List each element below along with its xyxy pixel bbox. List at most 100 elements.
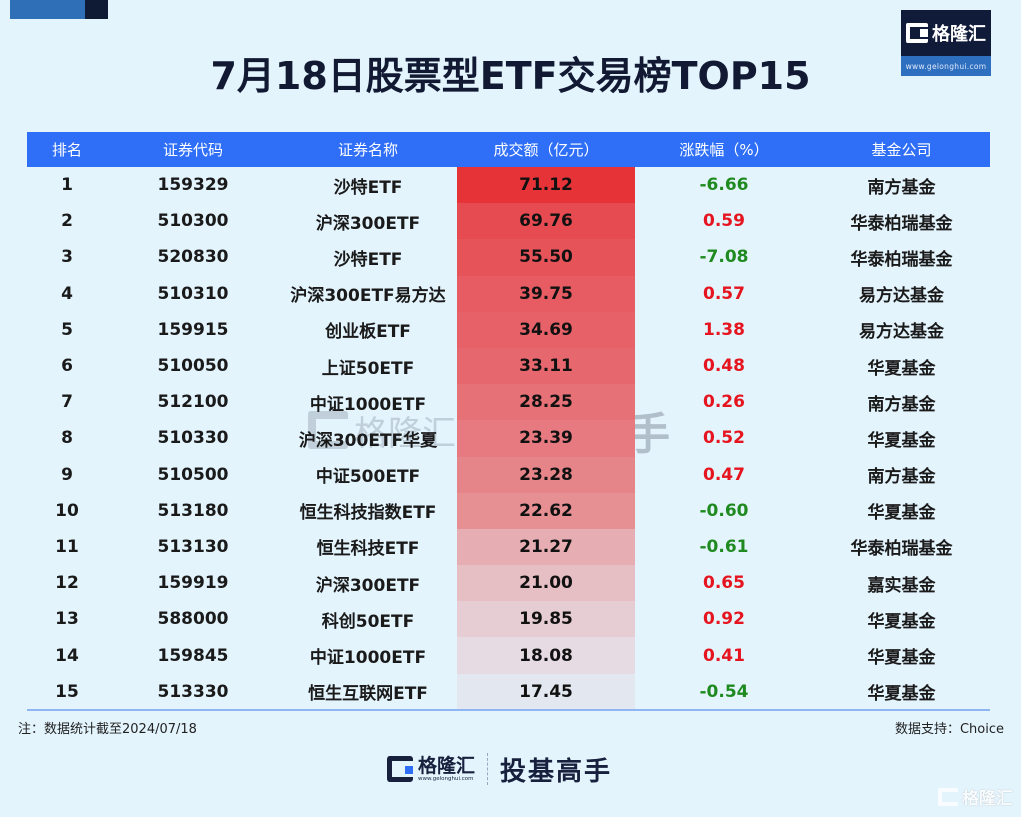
table-row: 2 510300 沪深300ETF 69.76 0.59 华泰柏瑞基金 xyxy=(27,203,990,240)
g-logo-icon xyxy=(906,23,928,43)
table-row: 3 520830 沙特ETF 55.50 -7.08 华泰柏瑞基金 xyxy=(27,239,990,276)
col-header-code: 证券代码 xyxy=(162,141,223,159)
change-cell: -7.08 xyxy=(699,247,749,268)
footer-brand: 格隆汇 www.gelonghui.com 投基高手 xyxy=(387,750,612,788)
name-cell: 中证1000ETF xyxy=(309,648,427,669)
turnover-cell: 34.69 xyxy=(457,311,635,348)
table-row: 9 510500 中证500ETF 23.28 0.47 南方基金 xyxy=(27,456,990,493)
rank-cell: 6 xyxy=(61,356,73,377)
company-cell: 华夏基金 xyxy=(867,358,936,379)
table-row: 8 510330 沪深300ETF华夏 23.39 0.52 华夏基金 xyxy=(27,420,990,457)
corner-bar-navy xyxy=(85,0,108,19)
code-cell: 510500 xyxy=(157,464,229,485)
col-header-change: 涨跌幅（%） xyxy=(679,141,769,159)
name-cell: 中证1000ETF xyxy=(309,394,427,415)
turnover-cell: 69.76 xyxy=(457,203,635,240)
rank-cell: 5 xyxy=(61,319,73,340)
company-cell: 华夏基金 xyxy=(867,430,936,451)
table-row: 6 510050 上证50ETF 33.11 0.48 华夏基金 xyxy=(27,347,990,385)
corner-watermark: 格隆汇 xyxy=(938,784,1013,809)
etf-ranking-table: 排名 证券代码 证券名称 成交额（亿元） 涨跌幅（%） 基金公司 1 159329… xyxy=(27,132,990,710)
turnover-cell: 21.00 xyxy=(457,565,635,602)
company-cell: 华泰柏瑞基金 xyxy=(850,249,953,270)
footer-brand-url: www.gelonghui.com xyxy=(418,776,474,782)
table-row: 12 159919 沪深300ETF 21.00 0.65 嘉实基金 xyxy=(27,565,990,602)
name-cell: 沪深300ETF易方达 xyxy=(290,286,446,307)
table-row: 4 510310 沪深300ETF易方达 39.75 0.57 易方达基金 xyxy=(27,275,990,312)
turnover-cell: 55.50 xyxy=(457,239,635,276)
turnover-cell: 19.85 xyxy=(457,601,635,638)
change-cell: 0.47 xyxy=(703,464,745,485)
col-header-rank: 排名 xyxy=(51,141,82,159)
page-title: 7月18日股票型ETF交易榜TOP15 xyxy=(210,54,811,98)
footer-brand-name: 格隆汇 xyxy=(418,755,476,777)
name-cell: 中证500ETF xyxy=(315,467,421,488)
change-cell: 0.52 xyxy=(703,428,745,449)
col-header-company: 基金公司 xyxy=(871,141,932,159)
company-cell: 华泰柏瑞基金 xyxy=(850,539,953,560)
change-cell: -0.54 xyxy=(699,681,749,702)
code-cell: 513330 xyxy=(157,681,229,702)
change-cell: 0.92 xyxy=(703,609,745,630)
turnover-cell: 23.39 xyxy=(457,420,635,457)
change-cell: 0.48 xyxy=(703,356,745,377)
rank-cell: 9 xyxy=(61,464,73,485)
data-source: 数据支持：Choice xyxy=(894,722,1004,737)
table-row: 10 513180 恒生科技指数ETF 22.62 -0.60 华夏基金 xyxy=(27,492,990,529)
rank-cell: 14 xyxy=(55,645,79,666)
change-cell: 0.59 xyxy=(703,211,745,232)
code-cell: 520830 xyxy=(157,247,229,268)
company-cell: 南方基金 xyxy=(867,467,936,488)
name-cell: 恒生科技指数ETF xyxy=(299,503,437,524)
company-cell: 南方基金 xyxy=(867,394,936,415)
turnover-cell: 21.27 xyxy=(457,528,635,566)
table-row: 7 512100 中证1000ETF 28.25 0.26 南方基金 xyxy=(27,384,990,421)
turnover-cell: 18.08 xyxy=(457,637,635,674)
footer-slogan: 投基高手 xyxy=(500,756,613,787)
turnover-cell: 22.62 xyxy=(457,492,635,529)
data-note: 注：数据统计截至2024/07/18 xyxy=(18,722,197,737)
footer-divider xyxy=(487,753,489,785)
name-cell: 科创50ETF xyxy=(321,611,415,632)
footer-g-logo-icon xyxy=(387,756,413,782)
code-cell: 159915 xyxy=(157,319,229,340)
turnover-cell: 28.25 xyxy=(457,384,635,421)
code-cell: 510300 xyxy=(157,211,229,232)
rank-cell: 10 xyxy=(55,500,79,521)
change-cell: 0.65 xyxy=(703,573,745,594)
table-row: 11 513130 恒生科技ETF 21.27 -0.61 华泰柏瑞基金 xyxy=(27,528,990,566)
name-cell: 沪深300ETF xyxy=(315,213,421,234)
code-cell: 512100 xyxy=(157,392,229,413)
rank-cell: 13 xyxy=(55,609,79,630)
col-header-turnover: 成交额（亿元） xyxy=(493,141,599,159)
company-cell: 南方基金 xyxy=(867,177,936,198)
table-row: 14 159845 中证1000ETF 18.08 0.41 华夏基金 xyxy=(27,637,990,674)
name-cell: 创业板ETF xyxy=(325,322,411,343)
name-cell: 沙特ETF xyxy=(333,249,403,270)
name-cell: 恒生互联网ETF xyxy=(308,684,428,705)
table-row: 15 513330 恒生互联网ETF 17.45 -0.54 华夏基金 xyxy=(27,673,990,710)
turnover-cell: 33.11 xyxy=(457,347,635,385)
turnover-cell: 39.75 xyxy=(457,275,635,312)
change-cell: 0.57 xyxy=(703,283,745,304)
change-cell: -0.60 xyxy=(699,500,749,521)
company-cell: 华泰柏瑞基金 xyxy=(850,213,953,234)
name-cell: 恒生科技ETF xyxy=(316,539,420,560)
rank-cell: 1 xyxy=(61,175,73,196)
rank-cell: 4 xyxy=(61,283,73,304)
code-cell: 588000 xyxy=(157,609,229,630)
company-cell: 华夏基金 xyxy=(867,611,936,632)
change-cell: 1.38 xyxy=(703,319,745,340)
corner-watermark-text: 格隆汇 xyxy=(962,789,1013,809)
turnover-cell: 71.12 xyxy=(457,167,635,204)
rank-cell: 15 xyxy=(55,681,79,702)
name-cell: 沙特ETF xyxy=(333,177,403,198)
change-cell: -6.66 xyxy=(699,175,749,196)
code-cell: 510050 xyxy=(157,356,229,377)
logo-name: 格隆汇 xyxy=(932,24,986,45)
company-cell: 嘉实基金 xyxy=(867,575,936,596)
table-row: 13 588000 科创50ETF 19.85 0.92 华夏基金 xyxy=(27,601,990,638)
code-cell: 513180 xyxy=(157,500,229,521)
code-cell: 159329 xyxy=(157,175,229,196)
company-cell: 易方达基金 xyxy=(859,322,944,343)
